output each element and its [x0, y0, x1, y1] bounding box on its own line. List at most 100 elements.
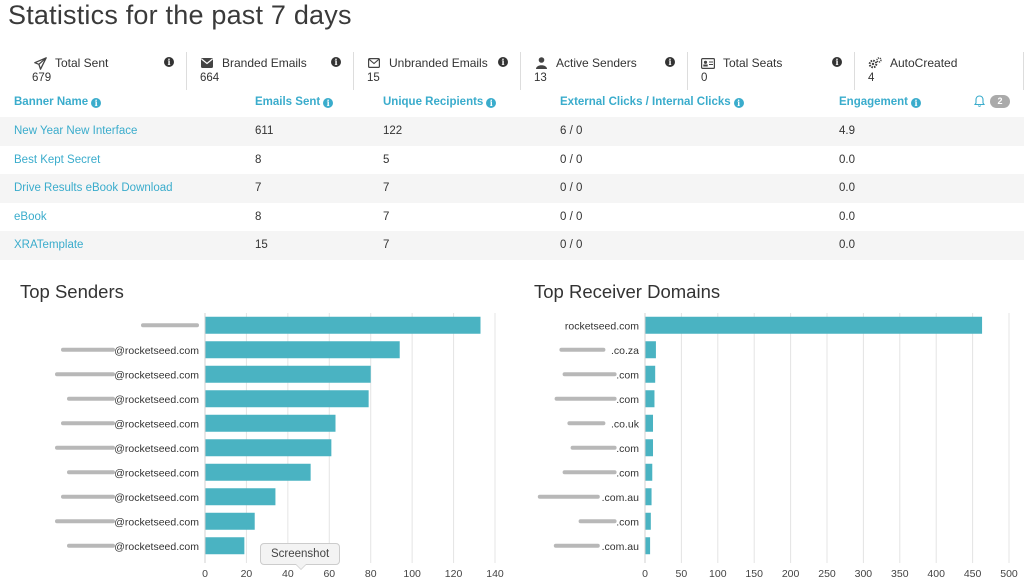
category-label: .com — [616, 516, 639, 528]
bar[interactable] — [645, 463, 653, 481]
stats-row: Total Sent 679 i Branded Emails 664 i Un… — [0, 52, 1024, 90]
table-row: New Year New Interface 611 122 6 / 0 4.9 — [0, 117, 1024, 146]
table-row: Best Kept Secret 8 5 0 / 0 0.0 — [0, 146, 1024, 175]
bar[interactable] — [645, 439, 654, 457]
redacted-name — [554, 396, 617, 401]
envelope-outline-icon — [367, 56, 381, 70]
emails-sent-cell: 611 — [255, 125, 274, 137]
bar[interactable] — [205, 537, 245, 555]
bar[interactable] — [205, 488, 276, 506]
screenshot-tooltip: Screenshot — [260, 543, 341, 570]
bar[interactable] — [645, 488, 652, 506]
tick-label: 300 — [855, 568, 873, 578]
info-icon[interactable]: i — [486, 98, 497, 108]
stat-value: 0 — [701, 72, 708, 84]
stat-label: Total Sent — [55, 56, 109, 70]
tick-label: 40 — [282, 568, 294, 578]
info-icon[interactable]: i — [832, 57, 842, 67]
stat-active-senders: Active Senders 13 i — [534, 52, 688, 90]
stat-total-seats: Total Seats 0 i — [701, 52, 855, 90]
top-receiver-domains-chart: 0 50 100 150 200 250 300 350 400 450 500 rocketseed… — [537, 313, 1018, 578]
banner-link[interactable]: New Year New Interface — [14, 125, 138, 137]
tick-label: 450 — [964, 568, 982, 578]
category-label: @rocketseed.com — [114, 394, 199, 406]
bar[interactable] — [645, 341, 656, 359]
stat-unbranded-emails: Unbranded Emails 15 i — [367, 52, 521, 90]
info-icon[interactable]: i — [323, 98, 334, 108]
bar[interactable] — [645, 365, 656, 383]
bar[interactable] — [205, 365, 371, 383]
unique-recipients-cell: 7 — [383, 239, 390, 252]
bar[interactable] — [205, 316, 481, 334]
info-icon[interactable]: i — [911, 98, 922, 108]
redacted-name — [559, 347, 606, 352]
engagement-cell: 0.0 — [839, 239, 855, 252]
redacted-name — [537, 494, 600, 499]
info-icon[interactable]: i — [665, 57, 675, 67]
redacted-name — [67, 396, 115, 401]
col-clicks[interactable]: External Clicks / Internal Clicks i — [560, 96, 744, 108]
bar[interactable] — [645, 512, 651, 530]
col-banner-name[interactable]: Banner Name i — [14, 96, 102, 108]
redacted-name — [61, 347, 115, 352]
tick-label: 0 — [642, 568, 648, 578]
stat-label: AutoCreated — [890, 56, 958, 70]
tick-label: 500 — [1000, 568, 1018, 578]
bar[interactable] — [645, 537, 651, 555]
bar[interactable] — [205, 390, 369, 408]
category-label: @rocketseed.com — [114, 443, 199, 455]
bar[interactable] — [645, 390, 655, 408]
redacted-name — [562, 470, 617, 475]
redacted-name — [61, 494, 115, 499]
envelope-icon — [200, 56, 214, 70]
tick-label: 100 — [403, 568, 421, 578]
bar[interactable] — [645, 414, 654, 432]
unique-recipients-cell: 122 — [383, 125, 403, 137]
info-icon[interactable]: i — [164, 57, 174, 67]
banner-link[interactable]: Drive Results eBook Download — [14, 182, 173, 195]
tick-label: 400 — [927, 568, 945, 578]
category-label: .com — [616, 394, 639, 406]
tick-label: 350 — [891, 568, 909, 578]
info-icon[interactable]: i — [331, 57, 341, 67]
info-icon[interactable]: i — [91, 98, 102, 108]
banner-link[interactable]: Best Kept Secret — [14, 153, 101, 166]
info-icon[interactable]: i — [498, 57, 508, 67]
stat-label: Unbranded Emails — [389, 56, 488, 70]
bar[interactable] — [205, 341, 400, 359]
emails-sent-cell: 7 — [255, 182, 262, 195]
bar[interactable] — [205, 463, 311, 481]
info-icon[interactable]: i — [733, 98, 744, 108]
stat-label: Active Senders — [556, 56, 637, 70]
category-label: @rocketseed.com — [114, 492, 199, 504]
tick-label: 80 — [365, 568, 377, 578]
bar[interactable] — [205, 414, 336, 432]
redacted-name — [141, 323, 199, 328]
bar[interactable] — [205, 439, 332, 457]
col-emails-sent[interactable]: Emails Sent i — [255, 96, 334, 108]
category-label: @rocketseed.com — [114, 541, 199, 553]
paper-plane-icon — [33, 56, 47, 70]
emails-sent-cell: 8 — [255, 153, 262, 166]
category-label: @rocketseed.com — [114, 418, 199, 430]
category-label: .co.uk — [611, 418, 640, 430]
bell-icon[interactable] — [973, 95, 986, 110]
tick-label: 140 — [486, 568, 504, 578]
col-unique-recipients[interactable]: Unique Recipients i — [383, 96, 497, 108]
stat-value: 4 — [868, 72, 875, 84]
bar[interactable] — [205, 512, 255, 530]
category-label: @rocketseed.com — [114, 345, 199, 357]
bar[interactable] — [645, 316, 983, 334]
banner-link[interactable]: eBook — [14, 210, 47, 223]
category-label: .com — [616, 467, 639, 479]
tick-label: 120 — [445, 568, 463, 578]
tick-label: 0 — [202, 568, 208, 578]
notification-badge[interactable]: 2 — [990, 95, 1010, 108]
col-engagement[interactable]: Engagement i — [839, 96, 922, 108]
category-label: rocketseed.com — [565, 320, 639, 332]
tick-label: 50 — [676, 568, 688, 578]
category-label: .com — [616, 369, 639, 381]
redacted-name — [67, 543, 115, 548]
stat-value: 664 — [200, 72, 220, 84]
banner-link[interactable]: XRATemplate — [14, 239, 84, 252]
